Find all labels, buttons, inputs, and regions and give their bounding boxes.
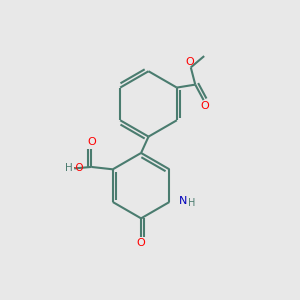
Text: N: N xyxy=(179,196,187,206)
Text: H: H xyxy=(65,164,73,173)
Text: ·O: ·O xyxy=(73,164,84,173)
Text: O: O xyxy=(137,238,146,248)
Text: O: O xyxy=(201,101,209,111)
Text: H: H xyxy=(188,199,195,208)
Text: O: O xyxy=(87,137,96,147)
Text: O: O xyxy=(185,57,194,67)
